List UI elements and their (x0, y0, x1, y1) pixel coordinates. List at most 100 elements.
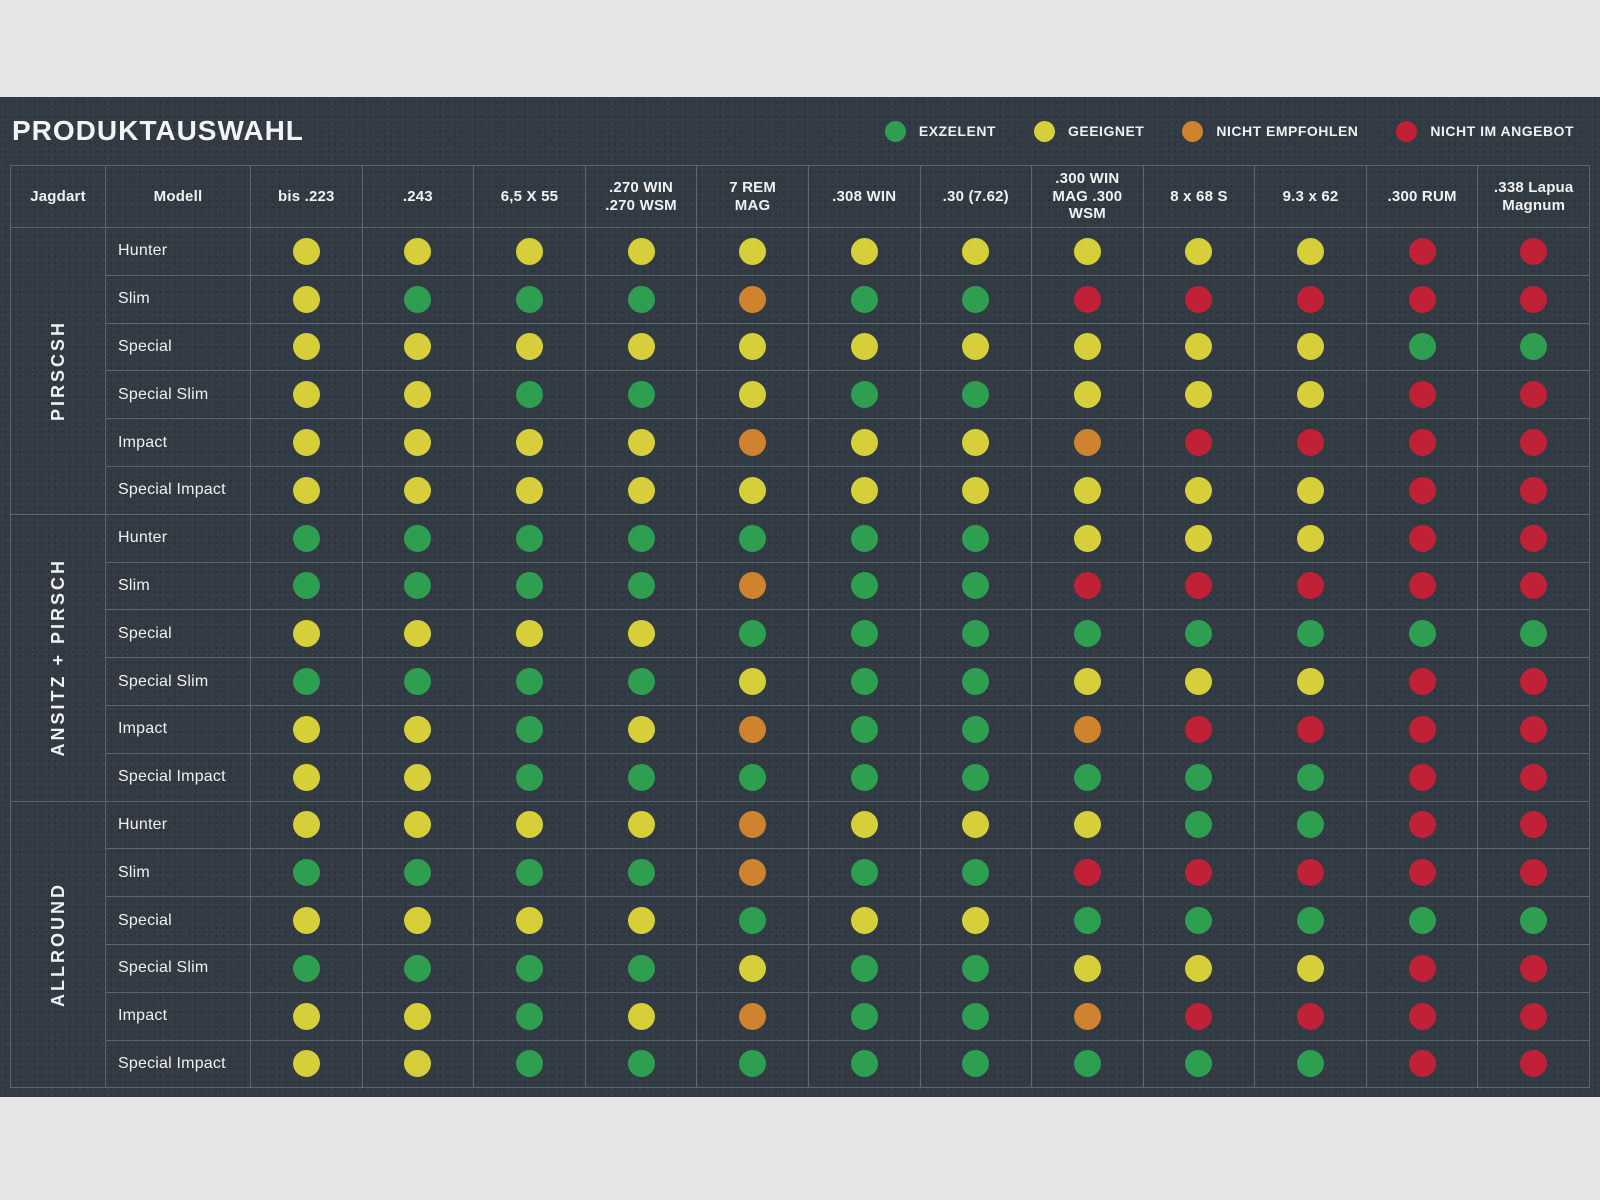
model-cell: Special Slim (106, 371, 251, 420)
rating-cell (808, 275, 921, 324)
rating-dot (1073, 429, 1101, 457)
rating-cell (808, 944, 921, 993)
jagdart-group-label: ANSITZ + PIRSCH (47, 558, 68, 757)
rating-cell (697, 275, 809, 324)
rating-cell (1143, 323, 1256, 372)
rating-cell (1478, 419, 1590, 467)
rating-dot (292, 524, 320, 552)
header-cell: Jagdart (11, 166, 106, 228)
header-cell: 9.3 x 62 (1255, 166, 1367, 228)
rating-cell (362, 849, 475, 898)
rating-dot (404, 524, 432, 552)
rating-cell (474, 1040, 586, 1089)
rating-cell (1255, 705, 1367, 754)
model-label: Special Impact (118, 768, 226, 786)
rating-dot (292, 572, 320, 600)
rating-cell (362, 753, 475, 802)
model-label: Special Impact (118, 1054, 226, 1072)
header-cell: .338 Lapua Magnum (1478, 166, 1590, 228)
model-cell: Slim (106, 849, 251, 898)
rating-dot (739, 620, 767, 648)
model-cell: Hunter (106, 228, 251, 276)
rating-dot (627, 429, 655, 457)
rating-cell (474, 705, 586, 754)
rating-cell (362, 1040, 475, 1089)
rating-dot (1297, 237, 1325, 265)
rating-cell (251, 371, 363, 420)
header-cell: .308 WIN (808, 166, 921, 228)
rating-dot (739, 572, 767, 600)
rating-dot (627, 811, 655, 839)
rating-dot (1297, 429, 1325, 457)
rating-dot (1073, 811, 1101, 839)
rating-cell (251, 944, 363, 993)
rating-cell (474, 658, 586, 706)
rating-dot (1408, 429, 1436, 457)
rating-dot (1073, 237, 1101, 265)
rating-dot (739, 429, 767, 457)
rating-cell (920, 753, 1033, 802)
rating-dot (962, 237, 990, 265)
rating-cell (585, 705, 698, 754)
rating-cell (251, 849, 363, 898)
rating-dot (1073, 763, 1101, 791)
rating-dot (962, 524, 990, 552)
legend-item: NICHT EMPFOHLEN (1182, 120, 1358, 142)
rating-dot (962, 668, 990, 696)
rating-cell (1255, 514, 1367, 563)
rating-dot (404, 954, 432, 982)
rating-cell (585, 610, 698, 659)
model-label: Hunter (118, 529, 168, 547)
rating-cell (1478, 658, 1590, 706)
rating-dot (292, 1002, 320, 1030)
rating-cell (1255, 801, 1367, 850)
rating-cell (1143, 944, 1256, 993)
rating-cell (697, 466, 809, 515)
rating-cell (1032, 323, 1144, 372)
rating-cell (251, 897, 363, 945)
rating-cell (251, 992, 363, 1041)
rating-cell (1032, 801, 1144, 850)
model-label: Impact (118, 1007, 168, 1025)
rating-cell (1366, 371, 1479, 420)
rating-dot (1408, 811, 1436, 839)
rating-dot (1520, 524, 1548, 552)
header-cell: .300 RUM (1366, 166, 1479, 228)
rating-dot (515, 954, 543, 982)
header-cell: .300 WIN MAG .300 WSM (1032, 166, 1144, 228)
rating-cell (585, 849, 698, 898)
rating-dot (850, 285, 878, 313)
rating-cell (808, 1040, 921, 1089)
header-cell: 8 x 68 S (1143, 166, 1256, 228)
rating-cell (1032, 610, 1144, 659)
column-header-caliber-6: .30 (7.62) (942, 187, 1009, 205)
rating-dot (1073, 333, 1101, 361)
rating-cell (251, 753, 363, 802)
model-label: Slim (118, 290, 150, 308)
rating-cell (251, 419, 363, 467)
rating-dot (1408, 715, 1436, 743)
rating-cell (1255, 849, 1367, 898)
header-cell: bis .223 (251, 166, 363, 228)
rating-dot (1185, 668, 1213, 696)
rating-cell (1143, 658, 1256, 706)
rating-dot (1073, 572, 1101, 600)
rating-dot (515, 333, 543, 361)
model-cell: Special Impact (106, 753, 251, 802)
rating-cell (697, 419, 809, 467)
rating-cell (251, 514, 363, 563)
rating-cell (1032, 897, 1144, 945)
rating-cell (920, 323, 1033, 372)
rating-dot (1408, 859, 1436, 887)
rating-dot (739, 811, 767, 839)
rating-dot (1520, 954, 1548, 982)
rating-cell (474, 992, 586, 1041)
rating-dot (627, 285, 655, 313)
rating-cell (474, 897, 586, 945)
rating-cell (808, 228, 921, 276)
rating-dot (1408, 763, 1436, 791)
rating-cell (1478, 371, 1590, 420)
rating-dot (1520, 476, 1548, 504)
model-cell: Impact (106, 419, 251, 467)
